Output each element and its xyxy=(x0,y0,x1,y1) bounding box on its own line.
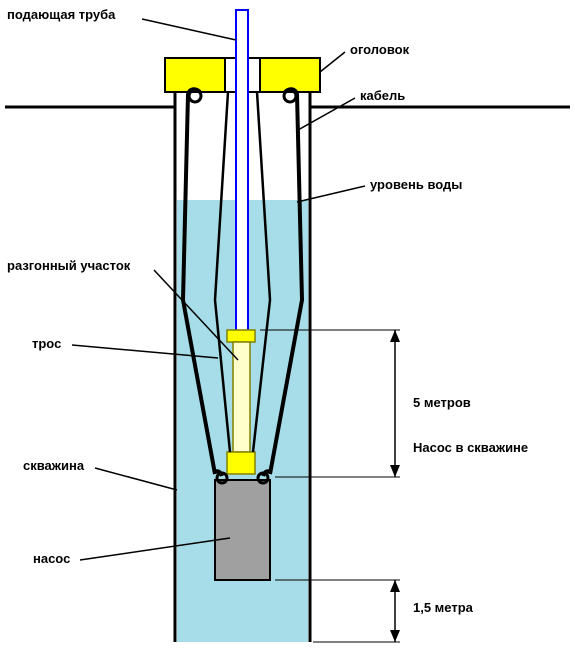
pump-rect xyxy=(215,480,270,580)
label-feed-pipe: подающая труба xyxy=(7,7,115,22)
leader-feedpipe xyxy=(142,19,236,40)
leader-water xyxy=(297,186,365,202)
accel-top-cap xyxy=(227,330,255,342)
dim2-arrow-bot xyxy=(390,630,400,642)
accel-base xyxy=(227,452,255,474)
accel-body xyxy=(233,342,250,452)
dim1-arrow-top xyxy=(390,330,400,342)
dim1-arrow-bot xyxy=(390,465,400,477)
label-cable: кабель xyxy=(360,88,405,103)
leader-borehole xyxy=(95,468,177,490)
label-borehole: скважина xyxy=(23,458,84,473)
feed-pipe xyxy=(236,10,248,342)
diagram-svg xyxy=(0,0,575,662)
label-depth-bottom: 1,5 метра xyxy=(413,600,473,615)
label-pump-in-well: Насос в скважине xyxy=(413,440,528,455)
leader-headcap xyxy=(320,52,345,72)
dim2-arrow-top xyxy=(390,580,400,592)
label-accel-section: разгонный участок xyxy=(7,258,130,273)
label-water-level: уровень воды xyxy=(370,177,462,192)
label-depth-top: 5 метров xyxy=(413,395,471,410)
label-rope: трос xyxy=(32,336,61,351)
leader-cable xyxy=(298,98,355,130)
label-pump: насос xyxy=(33,551,70,566)
diagram-canvas: подающая труба оголовок кабель уровень в… xyxy=(0,0,575,662)
label-head-cap: оголовок xyxy=(350,42,409,57)
